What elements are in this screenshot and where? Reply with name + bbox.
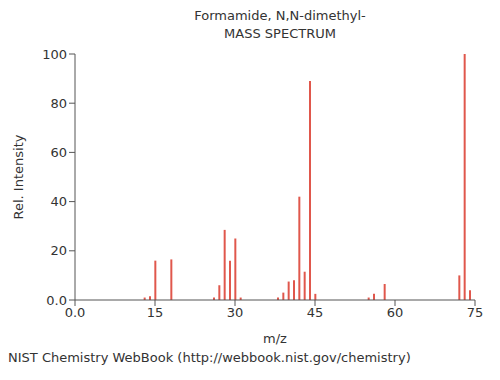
html-text:MASS SPECTRUM: MASS SPECTRUM bbox=[224, 26, 336, 41]
svg-text:0.0: 0.0 bbox=[46, 293, 67, 308]
svg-text:Rel. Intensity: Rel. Intensity bbox=[11, 134, 26, 219]
html-text:NIST Chemistry WebBook (http:/: NIST Chemistry WebBook (http://webbook.n… bbox=[8, 350, 411, 365]
svg-text:60: 60 bbox=[50, 145, 67, 160]
svg-text:100: 100 bbox=[42, 47, 67, 62]
svg-text:0.0: 0.0 bbox=[65, 305, 86, 320]
svg-text:75: 75 bbox=[467, 305, 484, 320]
svg-text:40: 40 bbox=[50, 194, 67, 209]
svg-text:15: 15 bbox=[147, 305, 164, 320]
svg-text:45: 45 bbox=[307, 305, 324, 320]
svg-text:60: 60 bbox=[387, 305, 404, 320]
svg-text:m/z: m/z bbox=[263, 331, 287, 345]
svg-text:80: 80 bbox=[50, 96, 67, 111]
html-text:Formamide, N,N-dimethyl-: Formamide, N,N-dimethyl- bbox=[194, 8, 366, 23]
svg-text:30: 30 bbox=[227, 305, 244, 320]
svg-text:20: 20 bbox=[50, 243, 67, 258]
